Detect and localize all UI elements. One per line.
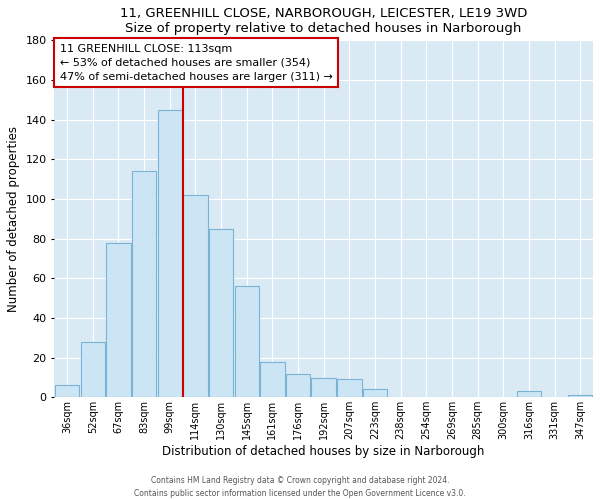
Bar xyxy=(80,342,105,398)
X-axis label: Distribution of detached houses by size in Narborough: Distribution of detached houses by size … xyxy=(163,445,485,458)
Y-axis label: Number of detached properties: Number of detached properties xyxy=(7,126,20,312)
Text: Contains HM Land Registry data © Crown copyright and database right 2024.
Contai: Contains HM Land Registry data © Crown c… xyxy=(134,476,466,498)
Bar xyxy=(55,386,79,398)
Text: 11 GREENHILL CLOSE: 113sqm
← 53% of detached houses are smaller (354)
47% of sem: 11 GREENHILL CLOSE: 113sqm ← 53% of deta… xyxy=(59,44,332,82)
Bar xyxy=(235,286,259,398)
Bar xyxy=(568,396,592,398)
Bar xyxy=(286,374,310,398)
Bar xyxy=(311,378,336,398)
Bar xyxy=(363,390,387,398)
Bar xyxy=(260,362,284,398)
Bar xyxy=(183,195,208,398)
Bar xyxy=(132,171,156,398)
Title: 11, GREENHILL CLOSE, NARBOROUGH, LEICESTER, LE19 3WD
Size of property relative t: 11, GREENHILL CLOSE, NARBOROUGH, LEICEST… xyxy=(120,7,527,35)
Bar xyxy=(106,242,131,398)
Bar xyxy=(209,228,233,398)
Bar xyxy=(337,380,362,398)
Bar xyxy=(158,110,182,398)
Bar xyxy=(517,392,541,398)
